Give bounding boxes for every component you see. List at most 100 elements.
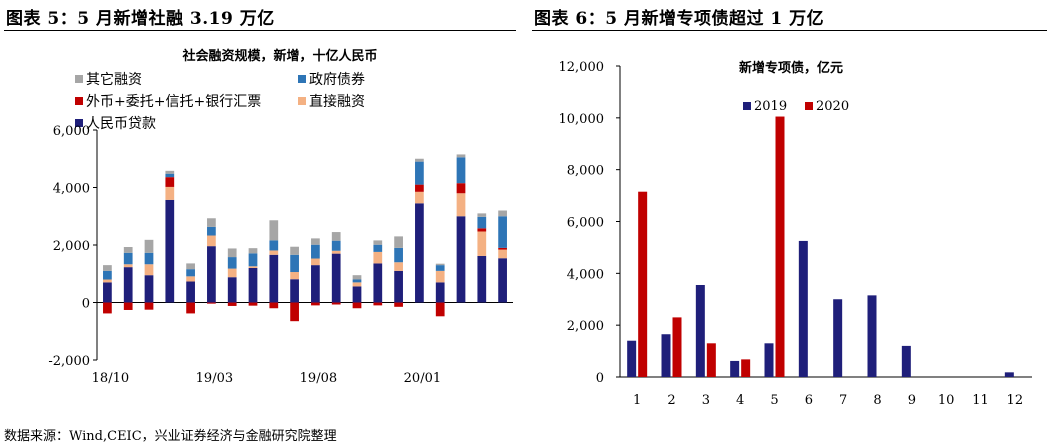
left-bar-segment [248,268,258,303]
right-y-tick-label: 12,000 [559,60,605,75]
left-legend-label: 政府债券 [309,72,365,88]
right-bar-2019 [764,343,774,377]
left-bar-segment [394,270,403,303]
right-bar-2019 [867,295,877,377]
left-bar-segment [331,240,341,251]
left-y-tick-label: 4,000 [53,182,90,197]
left-bar-segment [165,177,175,187]
left-bar-segment [165,170,175,174]
right-x-tick-label: 2 [667,393,675,408]
left-bar-segment [373,263,383,303]
left-bar-segment [227,277,237,303]
left-bar-segment [456,154,466,158]
right-x-tick-label: 8 [873,393,881,408]
left-x-tick-label: 18/10 [92,371,129,386]
left-bar-segment [456,193,466,217]
left-bar-segment [352,282,362,287]
left-bar-segment [248,248,258,254]
left-y-tick-label: -2,000 [48,354,90,369]
right-legend-swatch [805,102,813,110]
left-y-tick-label: 0 [82,297,90,312]
left-bar-segment [352,302,362,309]
left-y-tick-label: 2,000 [53,239,90,254]
left-bar-segment [227,268,237,278]
left-x-tick-label: 19/08 [300,371,337,386]
left-bar-segment [456,157,466,184]
right-x-tick-label: 12 [1007,393,1024,408]
left-bar-segment [269,302,279,309]
left-bar-segment [435,270,445,283]
left-bar-segment [415,158,424,162]
left-bar-segment [186,263,195,270]
left-bar-segment [352,275,362,280]
left-bar-segment [165,186,175,200]
left-bar-segment [331,302,341,305]
left-bar-segment [477,228,487,232]
data-source-note: 数据来源：Wind,CEIC，兴业证券经济与金融研究院整理 [4,429,337,444]
right-bar-2019 [627,340,637,377]
left-bar-segment [123,247,133,253]
right-y-tick-label: 8,000 [567,164,604,179]
left-legend-label: 外币+委托+信托+银行汇票 [86,94,261,110]
left-bar-segment [165,173,175,178]
left-bar-segment [477,216,487,229]
left-axes: -2,000 0 2,000 4,000 6,000 18/10 19/03 19/08 20/… [48,124,513,386]
right-bar-2019 [661,334,671,377]
left-bar-segment [290,254,299,273]
left-bar-segment [248,266,258,268]
left-bar-segment [207,246,216,303]
left-bar-segment [435,265,445,271]
right-x-tick-label: 9 [908,393,916,408]
right-bar-2019 [833,299,843,377]
left-bar-segment [207,235,216,247]
left-bar-segment [207,218,216,227]
left-bar-segment [207,302,216,304]
left-bar-segment [435,263,445,266]
left-title-rule [4,30,516,31]
left-bar-segment [186,276,195,282]
left-bar-segment [435,282,445,303]
left-legend-label: 人民币贷款 [86,116,156,132]
left-bar-segment [248,302,258,306]
right-y-tick-label: 2,000 [567,319,604,334]
right-bar-2020 [672,317,682,377]
left-bar-segment [248,253,258,267]
left-bar-segment [456,183,466,194]
left-bar-segment [415,184,424,192]
left-bar-segment [269,250,279,255]
right-y-tick-label: 0 [596,371,604,386]
right-x-tick-label: 4 [736,393,744,408]
left-bar-segment [394,247,403,263]
right-bar-2019 [901,345,911,377]
left-bar-segment [290,279,299,303]
right-x-tick-label: 3 [702,393,710,408]
left-bar-segment [165,199,175,303]
right-x-tick-label: 10 [938,393,955,408]
left-bar-segment [352,286,362,303]
right-chart-title: 新增专项债，亿元 [739,60,843,76]
right-title-rule [532,30,1047,31]
left-bar-segment [394,302,403,307]
left-bar-segment [311,238,320,245]
left-bar-segment [269,240,279,251]
left-bar-segment [103,279,112,283]
right-x-tick-label: 1 [633,393,641,408]
left-panel-title: 图表 5：5 月新增社融 3.19 万亿 [6,9,275,29]
left-bar-segment [311,244,320,259]
left-bar-segment [227,248,237,258]
right-x-tick-label: 5 [770,393,778,408]
left-bar-segment [144,252,154,265]
left-bar-segment [186,269,195,277]
left-bar-segment [227,302,237,306]
left-bar-segment [144,264,154,276]
right-legend-label: 2020 [816,99,849,114]
left-bar-segment [123,264,133,268]
left-bar-segment [290,302,299,322]
right-y-tick-label: 4,000 [567,267,604,282]
left-legend-label: 其它融资 [86,71,142,88]
left-bar-segment [477,255,487,303]
left-legend-swatch [75,97,83,105]
left-chart-title: 社会融资规模，新增，十亿人民币 [181,48,377,64]
